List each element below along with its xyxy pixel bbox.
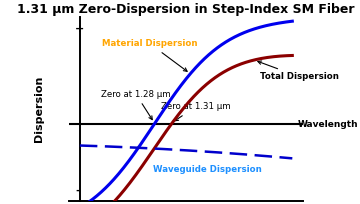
Text: Zero at 1.28 μm: Zero at 1.28 μm — [101, 90, 171, 120]
Text: Dispersion: Dispersion — [34, 76, 44, 142]
Text: +: + — [75, 24, 84, 34]
Text: Zero at 1.31 μm: Zero at 1.31 μm — [161, 102, 230, 121]
Text: Waveguide Dispersion: Waveguide Dispersion — [153, 165, 262, 174]
Text: Total Dispersion: Total Dispersion — [258, 61, 339, 81]
Text: Wavelength: Wavelength — [298, 120, 358, 129]
Text: Material Dispersion: Material Dispersion — [102, 39, 198, 71]
Title: 1.31 μm Zero-Dispersion in Step-Index SM Fiber: 1.31 μm Zero-Dispersion in Step-Index SM… — [17, 3, 355, 16]
Text: -: - — [75, 186, 80, 196]
